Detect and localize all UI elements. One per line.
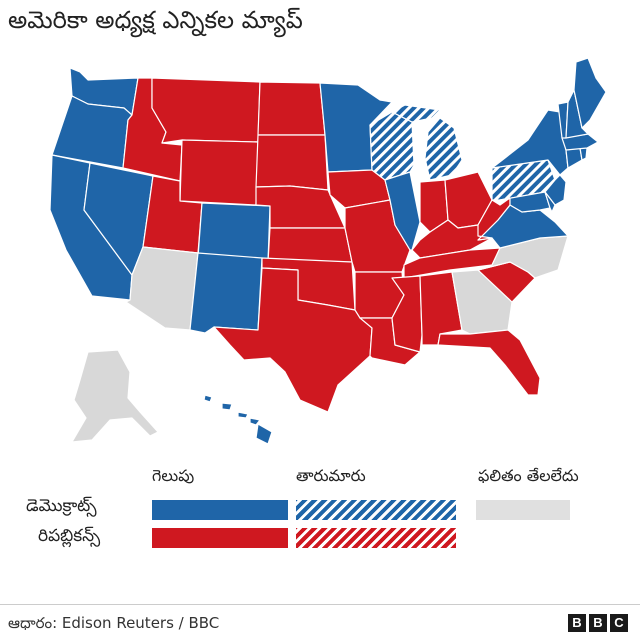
us-election-map (49, 57, 607, 445)
legend-swatch-rep-win (152, 528, 288, 548)
map-title: అమెరికా అధ్యక్ష ఎన్నికల మ్యాప్ (8, 6, 303, 34)
state-CT (565, 147, 583, 169)
state-WI (369, 111, 415, 181)
state-NH (565, 89, 589, 139)
state-MI (424, 117, 463, 181)
state-HI-1 (203, 394, 213, 403)
state-WY (179, 139, 259, 206)
legend-swatch-undecided (476, 500, 570, 520)
state-IL (384, 171, 421, 251)
legend-row-republicans: రిపబ్లికన్స్ (38, 526, 101, 546)
state-MI-UP (391, 104, 441, 123)
state-NM (189, 252, 263, 334)
state-TX (213, 267, 373, 413)
state-HI-3 (237, 411, 249, 419)
state-ND (257, 81, 326, 136)
legend-row-democrats: డెమొక్రాట్స్ (26, 496, 97, 516)
state-MT (151, 77, 261, 144)
bbc-logo-b2: B (589, 614, 607, 632)
footer-divider (0, 604, 640, 605)
state-WV (477, 197, 511, 241)
state-DE (544, 191, 556, 213)
bbc-logo: B B C (568, 614, 628, 632)
legend-header-unknown: ఫలితం తేలలేదు (478, 466, 579, 485)
state-AK (71, 349, 159, 443)
legend-swatch-rep-lean (296, 528, 456, 548)
state-SD (255, 134, 329, 191)
state-CO (197, 202, 271, 263)
state-FL (437, 329, 541, 396)
legend-header-lean: తారుమారు (296, 466, 366, 485)
bbc-logo-c: C (610, 614, 628, 632)
state-ME (573, 57, 607, 129)
legend-swatch-dem-lean (296, 500, 456, 520)
legend-header-win: గెలుపు (152, 466, 195, 485)
source-credit: ఆధారం: Edison Reuters / BBC (8, 614, 220, 632)
bbc-logo-b1: B (568, 614, 586, 632)
state-HI-2 (221, 402, 233, 411)
legend-swatch-dem-win (152, 500, 288, 520)
state-HI-5 (255, 423, 273, 445)
state-KS (267, 227, 353, 263)
state-HI-4 (249, 417, 261, 426)
